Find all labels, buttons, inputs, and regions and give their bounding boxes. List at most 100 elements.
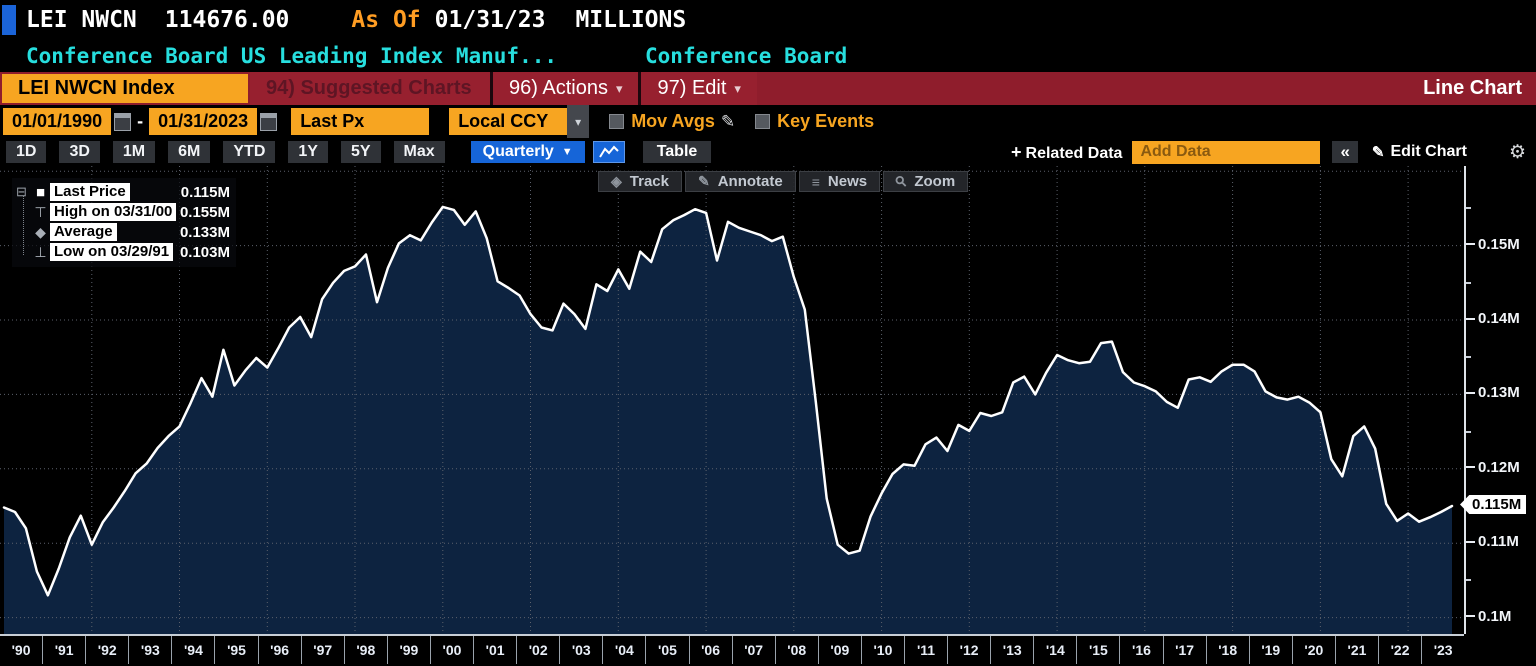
currency-select[interactable]: Local CCY	[449, 108, 568, 135]
date-to-field[interactable]: 01/31/2023	[149, 108, 258, 135]
x-axis[interactable]: '90'91'92'93'94'95'96'97'98'99'00'01'02 '…	[0, 634, 1464, 664]
legend-label: Average	[50, 223, 117, 241]
add-data-input[interactable]: Add Data	[1132, 140, 1321, 164]
marker-high-icon: ⊤	[34, 203, 47, 220]
x-tick-label: '22	[1378, 636, 1421, 664]
news-button[interactable]: ≡ News	[798, 171, 881, 192]
x-tick-label: '11	[903, 636, 947, 664]
track-icon: ◈	[611, 173, 622, 189]
x-tick-label: '18	[1205, 636, 1249, 664]
range-tab-1m[interactable]: 1M	[112, 141, 156, 163]
range-tabs-row: 1D 3D 1M 6M YTD 1Y 5Y Max Quarterly ▼ Table + Re…	[0, 138, 1536, 166]
track-button[interactable]: ◈ Track	[598, 171, 682, 192]
range-tab-5y[interactable]: 5Y	[340, 141, 381, 163]
calendar-icon[interactable]	[114, 112, 132, 131]
annotate-icon: ✎	[697, 173, 710, 189]
y-tick-label: 0.11M	[1466, 533, 1519, 550]
legend-value: 0.115M	[180, 183, 230, 201]
range-tabs: 1D 3D 1M 6M YTD 1Y 5Y Max	[0, 141, 445, 163]
news-icon: ≡	[811, 173, 820, 190]
plus-icon: +	[1011, 141, 1022, 162]
y-tick-label: 0.1M	[1466, 608, 1511, 625]
as-of-date: 01/31/23	[434, 7, 546, 33]
key-events-label: Key Events	[777, 111, 875, 131]
line-chart-icon-button[interactable]	[592, 141, 625, 163]
legend-value: 0.155M	[179, 203, 230, 221]
chevron-down-icon: ▾	[615, 80, 623, 96]
area-fill	[4, 206, 1452, 634]
annotate-button[interactable]: ✎ Annotate	[684, 171, 796, 192]
x-tick-label: '13	[990, 636, 1033, 664]
related-data-button[interactable]: + Related Data	[1011, 142, 1122, 163]
period-select[interactable]: Quarterly ▼	[470, 141, 585, 163]
edit-chart-button[interactable]: ✎ Edit Chart	[1372, 143, 1467, 161]
menu-separator	[638, 72, 642, 105]
y-minor-tick	[1466, 579, 1471, 582]
x-tick-label: '12	[947, 636, 990, 664]
mov-avgs-checkbox[interactable]	[609, 114, 625, 129]
date-from-field[interactable]: 01/01/1990	[3, 108, 112, 135]
zoom-button[interactable]: ⚲ Zoom	[883, 171, 969, 192]
price-line	[2, 205, 1454, 597]
last-price-value: 114676.00	[164, 7, 290, 33]
news-label: News	[827, 173, 868, 190]
pencil-icon[interactable]: ✎	[720, 111, 736, 131]
expand-box-icon[interactable]: ⊟	[16, 184, 27, 199]
edit-menu-label: 97) Edit	[657, 77, 727, 99]
menu-separator	[490, 72, 493, 105]
x-tick-label: '23	[1421, 636, 1464, 664]
range-tab-1y[interactable]: 1Y	[288, 141, 328, 163]
security-description-row: Conference Board US Leading Index Manuf.…	[0, 40, 1536, 72]
y-minor-tick	[1466, 356, 1471, 359]
range-tab-1d[interactable]: 1D	[6, 141, 47, 163]
last-price-tag: 0.115M	[1460, 495, 1527, 515]
y-tick-label: 0.15M	[1466, 236, 1520, 253]
legend-label: Last Price	[50, 183, 130, 201]
key-events-checkbox[interactable]	[755, 114, 771, 129]
terminal-header: LEI NWCN 114676.00 As Of 01/31/23 MILLIO…	[0, 0, 1536, 40]
legend-value: 0.103M	[179, 243, 230, 261]
legend-row-3: ⊥ Low on 03/29/91 0.103M	[16, 242, 230, 262]
range-tab-ytd[interactable]: YTD	[223, 141, 276, 163]
x-tick-label: '96	[257, 636, 301, 664]
suggested-charts-menu[interactable]: 94) Suggested Charts	[250, 72, 490, 105]
security-description: Conference Board US Leading Index Manuf.…	[26, 44, 558, 68]
x-tick-label: '20	[1291, 636, 1335, 664]
x-tick-label: '95	[214, 636, 257, 664]
date-range-separator: -	[137, 111, 144, 131]
range-tab-3d[interactable]: 3D	[59, 141, 100, 163]
edit-chart-label: Edit Chart	[1390, 143, 1467, 160]
range-tab-max[interactable]: Max	[393, 141, 445, 163]
marker-square-icon: ■	[35, 183, 46, 201]
y-minor-tick	[1466, 281, 1471, 284]
table-button[interactable]: Table	[642, 141, 712, 163]
security-input[interactable]: LEI NWCN Index	[2, 74, 248, 103]
menu-bar: LEI NWCN Index 94) Suggested Charts 96) …	[0, 72, 1536, 105]
x-tick-label: '06	[688, 636, 732, 664]
currency-dropdown-button[interactable]: ▾	[567, 105, 590, 138]
price-field-select[interactable]: Last Px	[291, 108, 430, 135]
collapse-panel-button[interactable]: «	[1332, 141, 1358, 163]
y-tick-label: 0.12M	[1466, 459, 1520, 476]
chart-plot-area[interactable]	[0, 166, 1464, 634]
actions-menu[interactable]: 96) Actions ▾	[493, 72, 639, 105]
calendar-icon[interactable]	[260, 112, 278, 131]
x-tick-label: '04	[602, 636, 645, 664]
legend-value: 0.133M	[179, 223, 230, 241]
edit-menu[interactable]: 97) Edit ▾	[641, 72, 757, 105]
plot-toolbar: ◈ Track ✎ Annotate ≡ News ⚲ Zoom	[598, 171, 971, 192]
annotate-label: Annotate	[717, 173, 783, 190]
range-tab-6m[interactable]: 6M	[168, 141, 211, 163]
gear-icon[interactable]: ⚙	[1508, 141, 1526, 163]
as-of-label: As Of	[351, 7, 421, 33]
x-tick-label: '09	[817, 636, 861, 664]
y-tick-label: 0.13M	[1466, 384, 1520, 401]
chart-legend: ⊟ ■ Last Price 0.115M ⊤ High on 03/31/00 0.155…	[12, 178, 236, 267]
x-tick-label: '91	[42, 636, 85, 664]
legend-label: High on 03/31/00	[50, 203, 177, 221]
y-minor-tick	[1466, 430, 1471, 433]
marker-low-icon: ⊥	[34, 243, 47, 260]
y-axis[interactable]: 0.15M 0.14M 0.13M 0.12M 0.11M 0.1M 0.115M	[1460, 166, 1536, 634]
x-tick-label: '90	[11, 642, 31, 658]
marker-avg-icon: ◆	[35, 223, 46, 240]
